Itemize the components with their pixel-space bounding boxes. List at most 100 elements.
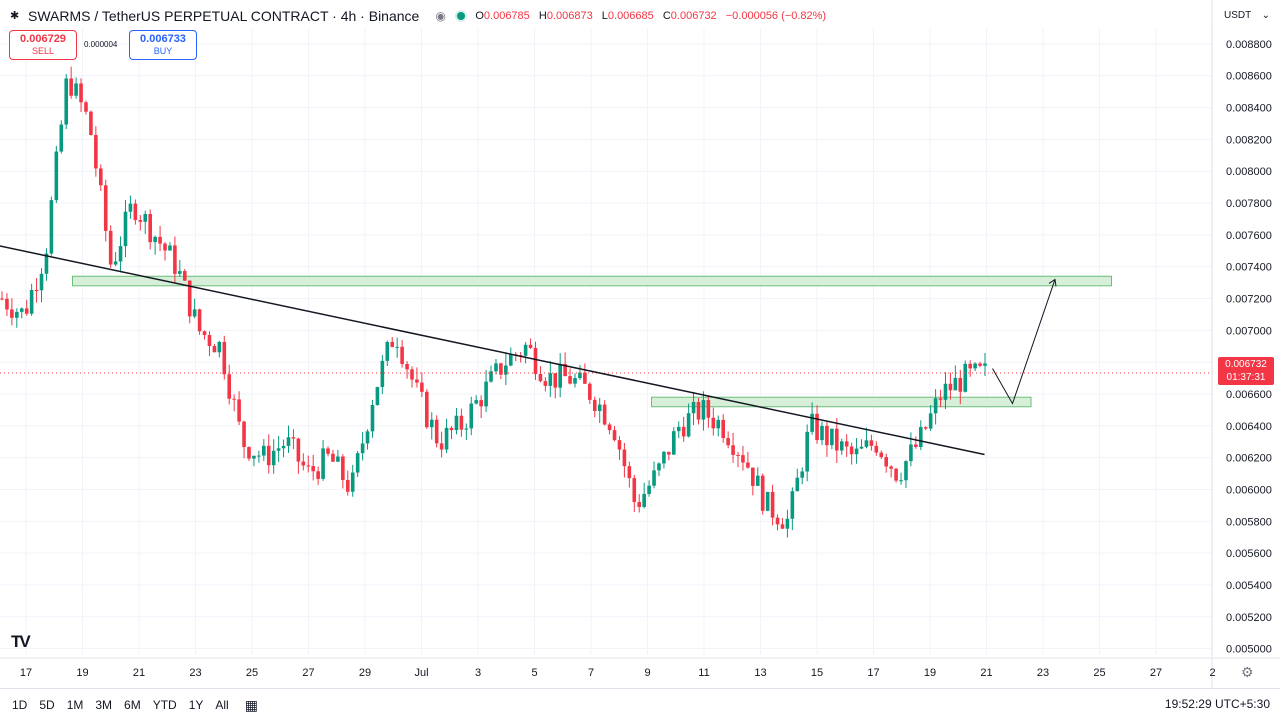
- candle-body: [948, 383, 953, 391]
- x-tick-label: 27: [1150, 667, 1162, 679]
- candle-body: [706, 400, 711, 418]
- y-tick-label: 0.006400: [1226, 421, 1272, 433]
- currency-selector[interactable]: USDT ⌄: [1218, 5, 1276, 25]
- candle-body: [341, 456, 345, 481]
- sell-button[interactable]: 0.006729 SELL: [9, 30, 77, 60]
- y-tick-label: 0.006000: [1226, 484, 1272, 496]
- candle-body: [449, 427, 454, 431]
- buy-button[interactable]: 0.006733 BUY: [129, 30, 197, 60]
- timeframe-1d[interactable]: 1D: [12, 698, 28, 712]
- candle-body: [331, 453, 335, 462]
- last-price-value: 0.006732: [1225, 359, 1267, 370]
- candle-body: [291, 437, 296, 439]
- timeframe-1m[interactable]: 1M: [66, 698, 84, 712]
- buy-label: BUY: [153, 46, 173, 56]
- candle-body: [143, 214, 148, 222]
- candle-body: [400, 346, 404, 365]
- candle-body: [360, 443, 365, 454]
- symbol-logo-icon: ✱: [10, 10, 20, 22]
- timeframe-5d[interactable]: 5D: [39, 698, 55, 712]
- candle-body: [667, 451, 671, 455]
- candle-body: [113, 261, 118, 265]
- bottom-toolbar: 1D 5D 1M 3M 6M YTD 1Y All ▦ 19:52:29 UTC…: [0, 688, 1280, 721]
- projection-path: [992, 279, 1056, 405]
- calendar-icon[interactable]: ▦: [244, 697, 258, 713]
- candle-body: [983, 363, 987, 366]
- candle-body: [262, 445, 266, 456]
- y-tick-label: 0.008800: [1226, 39, 1272, 51]
- candle-body: [904, 461, 908, 481]
- candle-body: [810, 413, 814, 432]
- candle-body: [923, 427, 928, 429]
- candle-body: [415, 379, 419, 383]
- candle-body: [523, 344, 528, 356]
- candle-body: [869, 440, 874, 446]
- candle-body: [94, 134, 98, 169]
- candle-body: [652, 470, 656, 486]
- candle-body: [355, 453, 360, 473]
- y-tick-label: 0.005400: [1226, 580, 1272, 592]
- timezone-clock[interactable]: 19:52:29 UTC+5:30: [1164, 697, 1270, 711]
- candle-body: [138, 220, 143, 222]
- candle-body: [133, 203, 138, 221]
- time-axis[interactable]: 17 19 21 23 25 27 29 Jul 3 5 7 9 11 13 15 17 19 21 23 25 27 2: [20, 667, 1216, 679]
- candle-body: [617, 440, 622, 450]
- timeframe-6m[interactable]: 6M: [124, 698, 141, 712]
- eye-icon[interactable]: ◉: [435, 9, 446, 23]
- candle-body: [484, 381, 488, 407]
- ohlc-readout: O0.006785 H0.006873 L0.006685 C0.006732 …: [475, 10, 827, 22]
- symbol-title[interactable]: SWARMS / TetherUS PERPETUAL CONTRACT · 4…: [28, 8, 420, 24]
- candle-body: [879, 452, 884, 458]
- x-tick-label: 2: [1209, 667, 1215, 679]
- candle-body: [696, 402, 701, 420]
- candle-body: [59, 124, 64, 152]
- candle-body: [686, 413, 691, 437]
- candle-body: [444, 427, 449, 450]
- x-tick-label: 5: [531, 667, 537, 679]
- y-tick-label: 0.008000: [1226, 166, 1272, 178]
- sell-label: SELL: [31, 46, 55, 56]
- timeframe-all[interactable]: All: [215, 698, 229, 712]
- candle-body: [336, 456, 340, 462]
- candle-body: [345, 480, 350, 492]
- candle-body: [429, 419, 434, 428]
- candle-body: [385, 341, 390, 361]
- candle-body: [909, 444, 913, 462]
- timeframe-1y[interactable]: 1Y: [188, 698, 204, 712]
- candle-body: [839, 441, 844, 451]
- y-tick-label: 0.007000: [1226, 325, 1272, 337]
- market-status-icon[interactable]: [455, 10, 468, 22]
- candle-body: [830, 428, 834, 446]
- candle-body: [597, 404, 602, 412]
- y-tick-label: 0.006600: [1226, 389, 1272, 401]
- candle-body: [69, 78, 73, 96]
- gear-icon[interactable]: ⚙: [1241, 664, 1254, 680]
- x-tick-label: 9: [644, 667, 650, 679]
- x-tick-label: 23: [1037, 667, 1049, 679]
- candle-body: [84, 102, 88, 112]
- price-chart[interactable]: 0.008800 0.008600 0.008400 0.008200 0.008000…: [0, 0, 1280, 688]
- candle-body: [281, 445, 286, 449]
- candle-body: [237, 399, 241, 422]
- candle-body: [790, 491, 795, 519]
- candle-body: [286, 437, 291, 446]
- candle-body: [938, 398, 943, 400]
- candle-body: [578, 372, 582, 379]
- candle-body: [780, 524, 785, 529]
- candle-body: [420, 382, 424, 392]
- candle-body: [29, 290, 34, 314]
- candle-body: [760, 475, 765, 511]
- price-axis[interactable]: 0.008800 0.008600 0.008400 0.008200 0.008000…: [1226, 39, 1272, 656]
- candle-body: [489, 371, 493, 382]
- candle-body: [820, 425, 824, 441]
- close-value: 0.006732: [670, 10, 717, 22]
- timeframe-ytd[interactable]: YTD: [152, 698, 177, 712]
- candle-body: [74, 83, 78, 96]
- candle-body: [89, 111, 93, 135]
- candle-body: [187, 280, 192, 317]
- x-tick-label: 19: [924, 667, 936, 679]
- timeframe-3m[interactable]: 3M: [95, 698, 113, 712]
- tradingview-logo-icon[interactable]: TV: [11, 632, 31, 651]
- candle-body: [257, 455, 261, 457]
- x-tick-label: 11: [698, 667, 709, 679]
